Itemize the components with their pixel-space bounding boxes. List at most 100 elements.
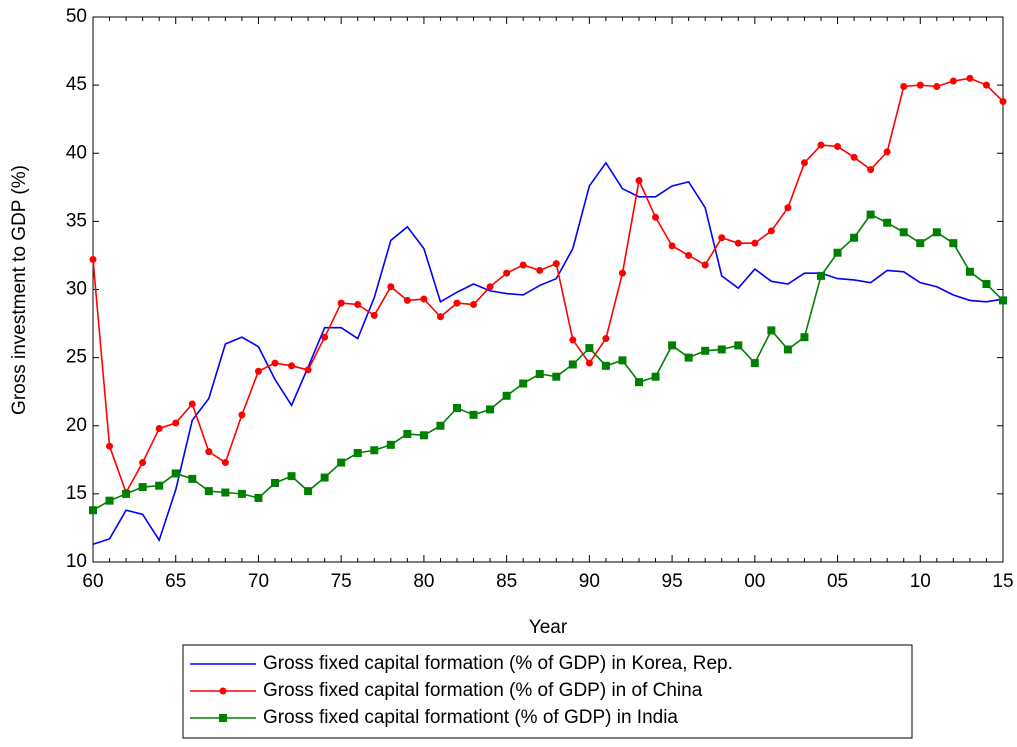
- data-point: [833, 248, 842, 257]
- data-point: [536, 266, 544, 274]
- data-point: [453, 404, 461, 413]
- data-point: [205, 448, 213, 456]
- data-point: [254, 367, 262, 375]
- data-point: [800, 159, 808, 167]
- data-point: [370, 311, 378, 319]
- data-point: [949, 239, 958, 248]
- legend-label: Gross fixed capital formation (% of GDP)…: [263, 680, 703, 701]
- data-point: [866, 210, 875, 219]
- data-point: [122, 489, 131, 498]
- data-point: [387, 283, 395, 291]
- data-point: [106, 442, 114, 450]
- data-point: [817, 271, 825, 280]
- data-point: [519, 379, 528, 388]
- legend-label: Gross fixed capital formation (% of GDP)…: [263, 653, 733, 674]
- data-point: [916, 81, 924, 89]
- data-point: [618, 269, 626, 277]
- data-point: [601, 361, 610, 370]
- data-point: [386, 440, 395, 449]
- data-point: [701, 261, 709, 269]
- data-point: [503, 269, 511, 277]
- data-point: [751, 239, 759, 247]
- data-point: [419, 431, 428, 440]
- data-point: [188, 400, 196, 408]
- data-point: [635, 378, 643, 387]
- data-point: [535, 369, 544, 378]
- data-point: [321, 333, 329, 341]
- y-axis-label: Gross investment to GDP (%): [9, 165, 30, 415]
- data-point: [221, 488, 230, 497]
- data-point: [370, 446, 379, 455]
- data-point: [139, 459, 147, 467]
- data-point: [883, 148, 891, 156]
- data-point: [568, 360, 577, 369]
- y-tick-label: 40: [66, 142, 87, 163]
- data-point: [89, 256, 97, 264]
- data-point: [436, 421, 445, 430]
- data-point: [965, 267, 974, 276]
- data-point: [701, 346, 710, 355]
- series-line: [92, 213, 1004, 511]
- data-point: [718, 234, 726, 242]
- data-point: [932, 228, 941, 237]
- data-point: [519, 261, 527, 269]
- x-tick-label: 75: [331, 571, 352, 592]
- data-point: [916, 239, 925, 248]
- data-point: [155, 424, 163, 432]
- data-point: [999, 97, 1007, 105]
- y-tick-label: 10: [66, 551, 87, 572]
- plot-frame: [92, 16, 1004, 563]
- data-point: [254, 493, 263, 502]
- data-point: [353, 449, 362, 457]
- data-point: [635, 177, 643, 184]
- data-point: [155, 481, 164, 490]
- data-point: [403, 429, 412, 438]
- data-point: [469, 410, 478, 419]
- x-tick-label: 05: [827, 571, 848, 592]
- data-point: [288, 362, 296, 370]
- x-tick-label: 70: [248, 571, 269, 592]
- x-tick-label: 60: [82, 571, 103, 592]
- x-axis-label: Year: [529, 617, 568, 638]
- data-point: [552, 260, 560, 268]
- data-point: [834, 142, 842, 150]
- data-point: [684, 353, 693, 362]
- data-point: [800, 333, 809, 342]
- data-point: [304, 487, 313, 496]
- data-point: [354, 300, 362, 308]
- data-point: [585, 344, 594, 353]
- data-point: [237, 489, 246, 498]
- data-point: [999, 296, 1007, 305]
- data-point: [552, 372, 561, 381]
- data-point: [652, 213, 660, 221]
- data-point: [618, 356, 627, 365]
- data-point: [899, 228, 908, 237]
- data-point: [271, 359, 279, 367]
- data-point: [271, 478, 279, 487]
- series-line: [92, 77, 1004, 495]
- data-point: [850, 233, 859, 242]
- data-point: [949, 77, 957, 85]
- data-point: [734, 239, 742, 247]
- data-point: [188, 474, 197, 483]
- data-point: [900, 82, 908, 90]
- y-tick-label: 20: [66, 415, 87, 436]
- data-point: [982, 280, 991, 289]
- data-point: [502, 391, 511, 400]
- data-point: [89, 506, 97, 515]
- x-tick-label: 95: [662, 571, 683, 592]
- data-point: [287, 472, 296, 481]
- x-tick-label: 80: [413, 571, 434, 592]
- data-point: [602, 335, 610, 343]
- data-point: [172, 419, 180, 427]
- data-point: [453, 299, 461, 307]
- data-point: [105, 496, 114, 505]
- data-point: [668, 242, 676, 250]
- x-tick-label: 15: [992, 571, 1013, 592]
- data-point: [883, 218, 892, 227]
- data-point: [486, 405, 495, 414]
- data-point: [304, 366, 312, 374]
- data-point: [850, 153, 858, 161]
- data-point: [817, 141, 825, 149]
